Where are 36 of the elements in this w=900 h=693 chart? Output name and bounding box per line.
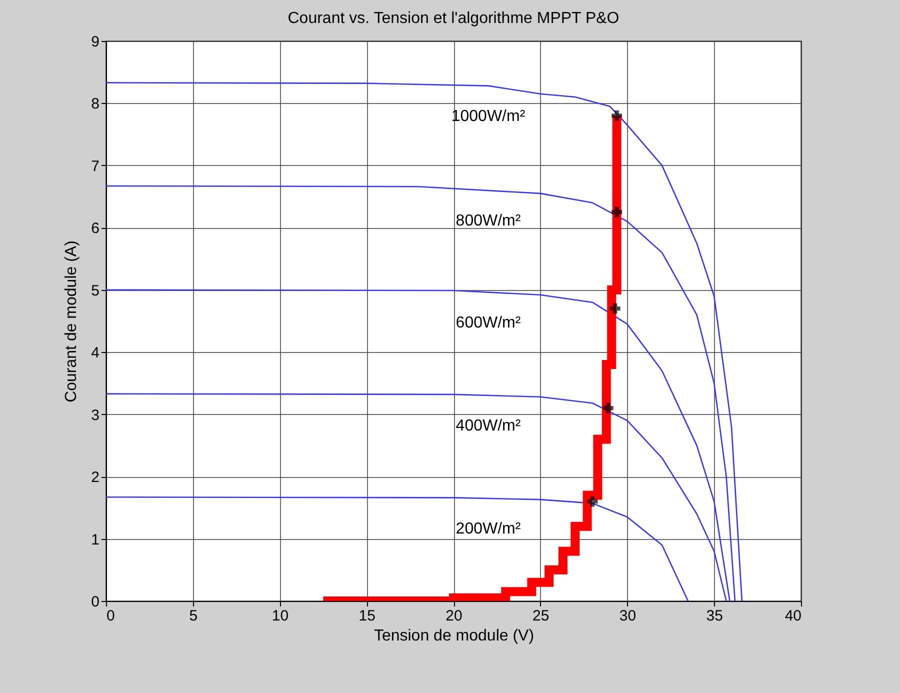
x-tick-label: 30 bbox=[619, 608, 636, 624]
y-tick-label: 3 bbox=[91, 406, 100, 424]
y-axis-title: Courant de module (A) bbox=[63, 240, 80, 402]
chart-title: Courant vs. Tension et l'algorithme MPPT P&O bbox=[288, 10, 620, 27]
y-tick-label: 2 bbox=[91, 469, 100, 486]
y-tick-label: 8 bbox=[91, 96, 100, 113]
x-tick-label: 25 bbox=[532, 608, 550, 624]
y-tick-label: 0 bbox=[91, 594, 100, 610]
y-tick-label: 5 bbox=[91, 282, 100, 300]
y-tick-label: 4 bbox=[91, 344, 100, 362]
point bbox=[602, 402, 614, 414]
y-tick-label: 7 bbox=[91, 158, 100, 175]
point bbox=[587, 496, 598, 507]
x-tick-label: 5 bbox=[189, 608, 198, 624]
x-tick-label: 15 bbox=[358, 608, 376, 624]
x-tick-label: 35 bbox=[706, 608, 723, 624]
y-tick-label: 6 bbox=[91, 220, 100, 238]
line-series bbox=[106, 185, 736, 601]
series-label: 400W/m² bbox=[456, 417, 522, 434]
x-tick-label: 20 bbox=[446, 608, 462, 624]
line-series bbox=[106, 496, 689, 601]
series-label: 200W/m² bbox=[456, 520, 522, 538]
series-label: 800W/m² bbox=[456, 212, 522, 230]
series-label: 600W/m² bbox=[456, 314, 522, 332]
x-tick-label: 0 bbox=[106, 608, 115, 624]
line-series bbox=[106, 289, 730, 601]
point bbox=[612, 206, 622, 218]
point bbox=[612, 110, 622, 121]
x-tick-label: 10 bbox=[272, 608, 289, 624]
line-series bbox=[106, 393, 727, 601]
x-tick-label: 40 bbox=[784, 608, 802, 624]
point bbox=[610, 303, 620, 314]
y-tick-label: 1 bbox=[91, 531, 100, 548]
y-tick-label: 9 bbox=[91, 34, 100, 50]
x-axis-title: Tension de module (V) bbox=[374, 628, 534, 644]
line-series bbox=[106, 82, 743, 601]
